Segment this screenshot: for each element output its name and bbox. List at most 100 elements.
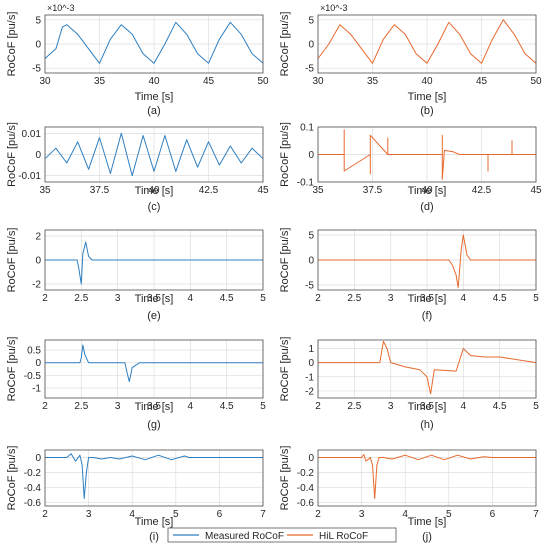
y-tick-label: 0.5 bbox=[27, 346, 41, 357]
panel-caption: (a) bbox=[147, 105, 160, 117]
y-axis-label: RoCoF [pu/s] bbox=[279, 228, 291, 293]
x-tick-label: 30 bbox=[39, 76, 51, 87]
legend-label-hil: HiL RoCoF bbox=[319, 531, 368, 542]
panel-caption: (g) bbox=[147, 419, 160, 431]
x-tick-label: 6 bbox=[217, 509, 223, 520]
x-tick-label: 4 bbox=[188, 401, 194, 412]
x-tick-label: 50 bbox=[257, 76, 269, 87]
y-tick-label: 0 bbox=[35, 256, 41, 267]
y-tick-label: 0.01 bbox=[22, 129, 42, 140]
x-tick-label: 40 bbox=[421, 76, 433, 87]
legend-label-measured: Measured RoCoF bbox=[205, 531, 284, 542]
x-tick-label: 4 bbox=[188, 293, 194, 304]
x-tick-label: 5 bbox=[260, 293, 266, 304]
panel-caption: (i) bbox=[149, 531, 159, 543]
axes-box bbox=[44, 339, 264, 399]
x-tick-label: 7 bbox=[260, 509, 266, 520]
y-tick-label: -2 bbox=[305, 386, 314, 397]
x-tick-label: 4.5 bbox=[220, 293, 234, 304]
y-tick-label: -0.6 bbox=[297, 498, 315, 509]
x-tick-label: 4 bbox=[129, 509, 135, 520]
x-tick-label: 4 bbox=[461, 401, 467, 412]
x-tick-label: 2 bbox=[315, 293, 321, 304]
x-tick-label: 4 bbox=[461, 293, 467, 304]
y-axis-label: RoCoF [pu/s] bbox=[279, 446, 291, 511]
x-tick-label: 3.5 bbox=[147, 293, 161, 304]
series-line-measured bbox=[44, 21, 264, 64]
x-axis-label: Time [s] bbox=[408, 185, 447, 197]
x-tick-label: 3 bbox=[388, 293, 394, 304]
y-tick-label: -5 bbox=[305, 281, 314, 292]
panel-caption: (b) bbox=[420, 105, 433, 117]
y-tick-label: 0 bbox=[308, 358, 314, 369]
x-axis-label: Time [s] bbox=[408, 91, 447, 103]
axes-box bbox=[44, 449, 264, 507]
x-tick-label: 40 bbox=[421, 185, 433, 196]
x-tick-label: 37.5 bbox=[90, 185, 110, 196]
panel-caption: (d) bbox=[420, 201, 433, 213]
series-line-measured bbox=[45, 344, 263, 383]
x-tick-label: 42.5 bbox=[199, 185, 219, 196]
x-axis-label: Time [s] bbox=[408, 401, 447, 413]
y-tick-label: -0.2 bbox=[297, 468, 315, 479]
x-tick-label: 5 bbox=[533, 401, 539, 412]
x-tick-label: 35 bbox=[367, 76, 379, 87]
axes-box bbox=[317, 14, 537, 74]
x-tick-label: 3 bbox=[115, 293, 121, 304]
series-line-hil bbox=[318, 454, 536, 499]
axes-box bbox=[317, 126, 537, 183]
x-tick-label: 2.5 bbox=[347, 293, 361, 304]
x-tick-label: 3 bbox=[359, 509, 365, 520]
x-axis-label: Time [s] bbox=[135, 516, 174, 528]
y-tick-label: -2 bbox=[32, 280, 41, 291]
x-tick-label: 3 bbox=[115, 401, 121, 412]
panel-e: 2 2.5 3 3.5 4 4.5 5 -2 0 2 Time [s] RoCoF [pu/s] (e) bbox=[6, 228, 266, 322]
y-tick-label: 0 bbox=[308, 150, 314, 161]
series-line-measured bbox=[45, 241, 263, 285]
x-tick-label: 2 bbox=[315, 401, 321, 412]
x-tick-label: 42.5 bbox=[472, 185, 492, 196]
x-tick-label: 35 bbox=[94, 76, 106, 87]
x-tick-label: 6 bbox=[490, 509, 496, 520]
x-tick-label: 3 bbox=[86, 509, 92, 520]
x-tick-label: 40 bbox=[148, 185, 160, 196]
x-axis-label: Time [s] bbox=[135, 185, 174, 197]
axis-exponent: ×10^-3 bbox=[320, 3, 348, 13]
x-tick-label: 45 bbox=[476, 76, 488, 87]
y-tick-label: -0.01 bbox=[18, 171, 41, 182]
y-axis-label: RoCoF [pu/s] bbox=[6, 122, 18, 187]
x-tick-label: 45 bbox=[257, 185, 269, 196]
axes-box bbox=[317, 229, 537, 291]
panel-caption: (h) bbox=[420, 419, 433, 431]
legend: Measured RoCoF HiL RoCoF bbox=[167, 527, 397, 543]
y-tick-label: -5 bbox=[305, 64, 314, 75]
x-tick-label: 2 bbox=[315, 509, 321, 520]
x-tick-label: 3.5 bbox=[147, 401, 161, 412]
x-tick-label: 45 bbox=[203, 76, 215, 87]
panel-g: 2 2.5 3 3.5 4 4.5 5 -1-0.5 00.5 Time [s] RoCoF [pu… bbox=[6, 337, 266, 431]
y-axis-label: RoCoF [pu/s] bbox=[6, 228, 18, 293]
x-tick-label: 2.5 bbox=[347, 401, 361, 412]
y-tick-label: 5 bbox=[308, 231, 314, 242]
panel-f: 2 2.5 3 3.5 4 4.5 5 -5 0 5 Time [s] RoCoF [pu/s] (f) bbox=[279, 228, 539, 322]
x-tick-label: 37.5 bbox=[363, 185, 383, 196]
y-tick-label: -0.4 bbox=[297, 483, 315, 494]
y-tick-label: 0 bbox=[35, 453, 41, 464]
axes-box bbox=[44, 14, 264, 74]
x-tick-label: 40 bbox=[148, 76, 160, 87]
axis-exponent: ×10^-3 bbox=[47, 3, 75, 13]
y-tick-label: -1 bbox=[305, 372, 314, 383]
y-tick-label: 2 bbox=[35, 232, 41, 243]
x-axis-label: Time [s] bbox=[408, 516, 447, 528]
x-tick-label: 2 bbox=[42, 401, 48, 412]
y-tick-label: 0 bbox=[308, 256, 314, 267]
x-axis-label: Time [s] bbox=[135, 91, 174, 103]
y-axis-label: RoCoF [pu/s] bbox=[6, 12, 18, 77]
x-axis-label: Time [s] bbox=[408, 293, 447, 305]
series-line-hil bbox=[318, 234, 536, 288]
series-line-hil bbox=[317, 19, 537, 64]
y-tick-label: 5 bbox=[308, 15, 314, 26]
y-tick-label: 0 bbox=[308, 40, 314, 51]
panel-i: 2 3 4 5 6 7 -0.6 -0.4 -0.2 0 Time [s] RoCoF [pu/s] (… bbox=[6, 446, 266, 543]
y-axis-label: RoCoF [pu/s] bbox=[279, 122, 291, 187]
